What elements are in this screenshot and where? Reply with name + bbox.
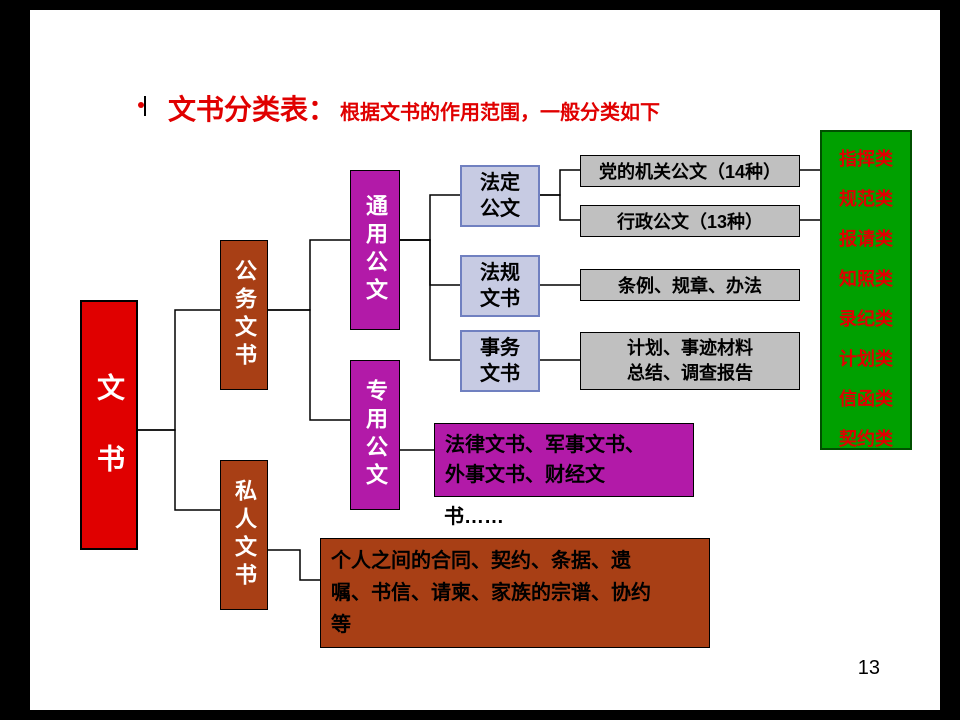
label-rules: 条例、规章、办法 [618,272,762,298]
node-general: 通用公文 [350,170,400,330]
green-categories: 指挥类 规范类 报请类 知照类 录纪类 计划类 信函类 契约类 [820,130,912,450]
cat-2: 报请类 [839,225,893,251]
label-general: 通用公文 [359,194,391,306]
cat-6: 信函类 [839,385,893,411]
label-regulation: 法规 文书 [480,260,520,312]
node-rules: 条例、规章、办法 [580,269,800,301]
private-list-3: 等 [331,609,699,641]
label-affairs: 事务 文书 [480,335,520,387]
page-number: 13 [858,657,880,680]
node-special-list: 法律文书、军事文书、 外事文书、财经文 [434,423,694,497]
special-list-3: 书…… [444,500,504,529]
private-list-2: 嘱、书信、请柬、家族的宗谱、协约 [331,577,699,609]
special-list-2: 外事文书、财经文 [445,460,683,490]
label-official: 公务文书 [228,259,260,371]
node-affairs: 事务 文书 [460,330,540,392]
cat-4: 录纪类 [839,305,893,331]
special-list-1: 法律文书、军事文书、 [445,430,683,460]
label-party: 党的机关公文（14种） [599,158,781,184]
node-admin: 行政公文（13种） [580,205,800,237]
label-legal-doc: 法定 公文 [480,170,520,222]
cat-5: 计划类 [839,345,893,371]
node-legal-doc: 法定 公文 [460,165,540,227]
label-private: 私人文书 [228,479,260,591]
node-official: 公务文书 [220,240,268,390]
root-label: 文 书 [89,373,129,478]
node-special: 专用公文 [350,360,400,510]
cat-0: 指挥类 [839,145,893,171]
private-list-1: 个人之间的合同、契约、条据、遗 [331,545,699,577]
node-private: 私人文书 [220,460,268,610]
node-party: 党的机关公文（14种） [580,155,800,187]
label-admin: 行政公文（13种） [617,208,763,234]
node-private-list: 个人之间的合同、契约、条据、遗 嘱、书信、请柬、家族的宗谱、协约 等 [320,538,710,648]
label-plan-1: 计划、事迹材料 [627,336,753,361]
cat-3: 知照类 [839,265,893,291]
node-regulation: 法规 文书 [460,255,540,317]
label-plan-2: 总结、调查报告 [627,361,753,386]
label-special: 专用公文 [359,379,391,491]
cat-7: 契约类 [839,425,893,451]
cat-1: 规范类 [839,185,893,211]
slide-page: 文书分类表： 根据文书的作用范围，一般分类如下 文 书 公务文书 [30,10,940,710]
node-plan: 计划、事迹材料 总结、调查报告 [580,332,800,390]
root-node: 文 书 [80,300,138,550]
